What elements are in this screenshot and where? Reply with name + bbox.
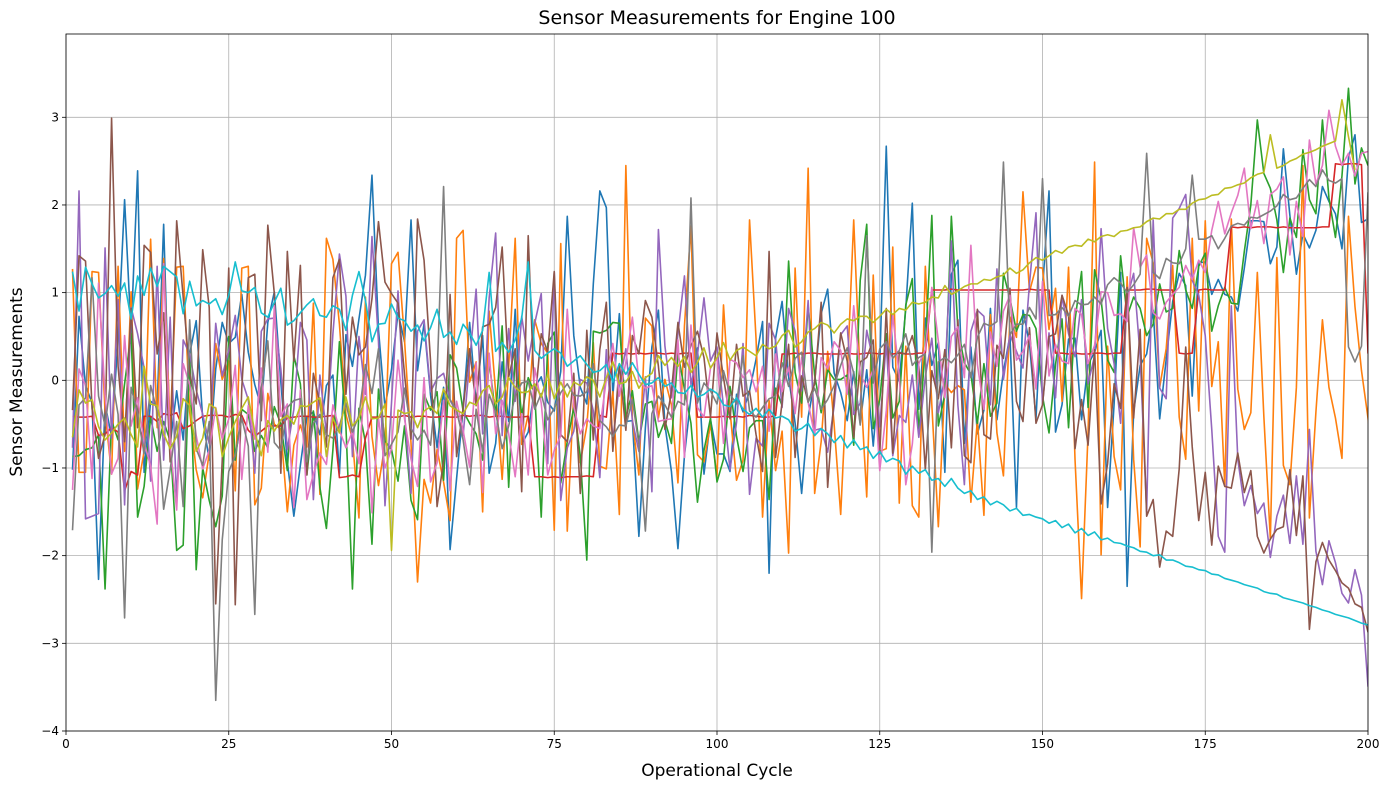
series-line-10 [71, 261, 1368, 626]
series-line-2 [71, 161, 1368, 600]
x-tick-label: 125 [868, 737, 891, 751]
y-tick-label: 0 [51, 373, 59, 387]
x-tick-label: 75 [547, 737, 562, 751]
x-tick-label: 175 [1194, 737, 1217, 751]
axis-ticks: 0 25 50 75 100 125 150 175 200 −4 −3 −2 −1 0 1 2 3 [41, 110, 1379, 751]
series-line-3 [72, 87, 1368, 590]
y-axis-label: Sensor Measurements [7, 287, 27, 476]
series-group [71, 87, 1368, 702]
x-tick-label: 25 [221, 737, 236, 751]
x-tick-label: 50 [384, 737, 399, 751]
y-tick-label: 2 [51, 198, 59, 212]
series-line-7 [71, 109, 1368, 525]
y-tick-label: −3 [41, 636, 59, 650]
x-axis-label: Operational Cycle [641, 761, 793, 781]
x-tick-label: 150 [1031, 737, 1054, 751]
y-tick-label: 3 [51, 110, 59, 124]
y-tick-label: −1 [41, 461, 59, 475]
x-tick-label: 0 [62, 737, 70, 751]
series-line-5 [71, 190, 1368, 688]
x-tick-label: 100 [706, 737, 729, 751]
y-tick-label: −2 [41, 549, 59, 563]
series-line-9 [71, 98, 1356, 552]
series-line-8 [71, 152, 1368, 702]
y-tick-label: −4 [41, 724, 59, 738]
x-tick-label: 200 [1357, 737, 1380, 751]
chart-title: Sensor Measurements for Engine 100 [538, 7, 895, 29]
y-tick-label: 1 [51, 286, 59, 300]
